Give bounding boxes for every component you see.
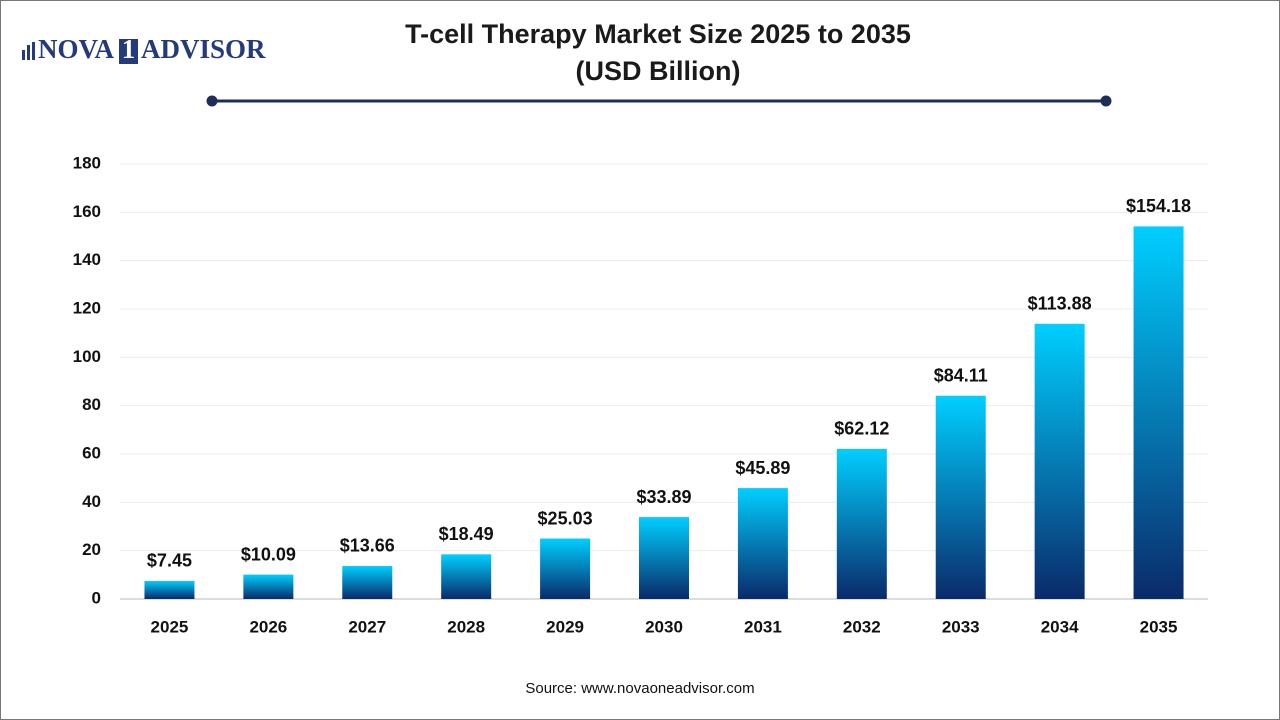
- y-tick-label: 180: [73, 153, 101, 172]
- y-tick-label: 100: [73, 347, 101, 366]
- bar: [243, 574, 294, 599]
- value-label: $25.03: [538, 508, 593, 528]
- logo-icon: [27, 45, 30, 60]
- value-label: $154.18: [1126, 196, 1191, 216]
- value-label: $45.89: [735, 458, 790, 478]
- x-tick-label: 2032: [843, 617, 881, 636]
- y-tick-label: 20: [82, 540, 101, 559]
- value-label: $13.66: [340, 536, 395, 556]
- bar: [1034, 323, 1085, 599]
- value-label: $7.45: [147, 551, 192, 571]
- x-tick-label: 2027: [348, 617, 386, 636]
- bar: [836, 448, 887, 599]
- value-label: $62.12: [834, 419, 889, 439]
- value-label: $84.11: [934, 365, 988, 385]
- x-tick-label: 2025: [151, 617, 189, 636]
- logo-icon: [22, 50, 25, 60]
- value-label: $113.88: [1028, 294, 1092, 314]
- value-label: $18.49: [439, 524, 494, 544]
- x-tick-label: 2031: [744, 617, 782, 636]
- y-tick-label: 140: [73, 250, 101, 269]
- value-label: $33.89: [636, 487, 691, 507]
- x-tick-label: 2035: [1140, 617, 1178, 636]
- logo-icon: [32, 42, 35, 60]
- x-tick-label: 2034: [1041, 617, 1079, 636]
- bar: [737, 488, 788, 599]
- bar: [935, 395, 986, 599]
- logo-text: NOVA: [38, 34, 115, 64]
- source: Source: www.novaoneadvisor.com: [525, 680, 754, 697]
- x-tick-label: 2028: [447, 617, 485, 636]
- bar: [342, 565, 393, 599]
- logo: NOVA 1 ADVISOR: [22, 34, 266, 64]
- x-tick-label: 2030: [645, 617, 683, 636]
- y-tick-label: 120: [73, 298, 101, 317]
- y-tick-label: 160: [73, 202, 101, 221]
- logo-text: ADVISOR: [141, 34, 266, 64]
- bar: [144, 580, 195, 599]
- y-tick-label: 0: [92, 588, 101, 607]
- bar: [441, 554, 492, 599]
- chart-title: T-cell Therapy Market Size 2025 to 2035: [405, 19, 911, 49]
- chart-subtitle: (USD Billion): [576, 56, 741, 86]
- title-rule-dot: [206, 95, 218, 107]
- logo-text: 1: [122, 34, 136, 64]
- bar: [639, 517, 689, 599]
- title-rule-dot: [1100, 95, 1112, 107]
- x-tick-label: 2026: [249, 617, 287, 636]
- bar: [1133, 226, 1184, 600]
- bar: [540, 538, 591, 599]
- value-label: $10.09: [241, 544, 296, 564]
- x-tick-label: 2033: [942, 617, 980, 636]
- x-tick-label: 2029: [546, 617, 584, 636]
- y-tick-label: 60: [82, 443, 101, 462]
- y-tick-label: 80: [82, 395, 101, 414]
- y-tick-label: 40: [82, 492, 101, 511]
- logo-box: [119, 39, 138, 64]
